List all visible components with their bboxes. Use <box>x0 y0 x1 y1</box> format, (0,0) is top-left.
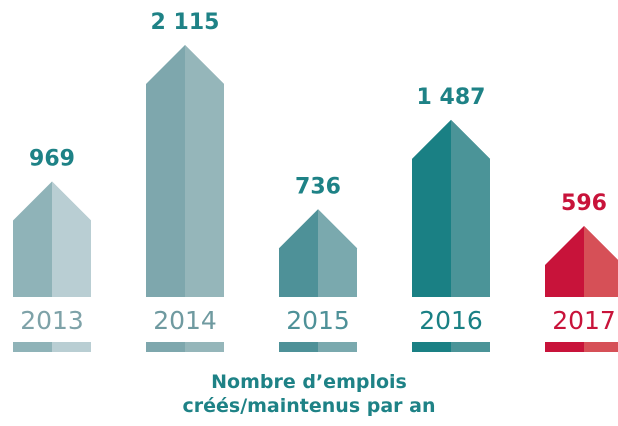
x-tick-label: 2015 <box>286 306 350 335</box>
base-strip <box>146 342 185 352</box>
base-strip <box>412 342 451 352</box>
value-label: 2 115 <box>151 10 220 35</box>
value-label: 1 487 <box>417 85 486 110</box>
base-strip-shade <box>451 342 490 352</box>
bar-shade <box>584 225 618 297</box>
bar-shade <box>318 209 357 297</box>
x-tick-label: 2014 <box>153 306 217 335</box>
chart-title: Nombre d’emplois créés/maintenus par an <box>182 371 436 417</box>
base-strip-shade <box>52 342 91 352</box>
bar-shade <box>52 181 91 297</box>
bar-shade <box>185 45 224 297</box>
base-strip-shade <box>584 342 618 352</box>
x-tick-label: 2013 <box>20 306 84 335</box>
bar-shade <box>451 119 490 297</box>
base-strip <box>279 342 318 352</box>
base-strip <box>545 342 584 352</box>
x-tick-label: 2016 <box>419 306 483 335</box>
base-strip-shade <box>318 342 357 352</box>
base-strip-shade <box>185 342 224 352</box>
value-label: 969 <box>29 147 75 172</box>
x-tick-label: 2017 <box>552 306 616 335</box>
base-strip <box>13 342 52 352</box>
value-label: 736 <box>295 174 341 199</box>
value-label: 596 <box>561 191 607 216</box>
